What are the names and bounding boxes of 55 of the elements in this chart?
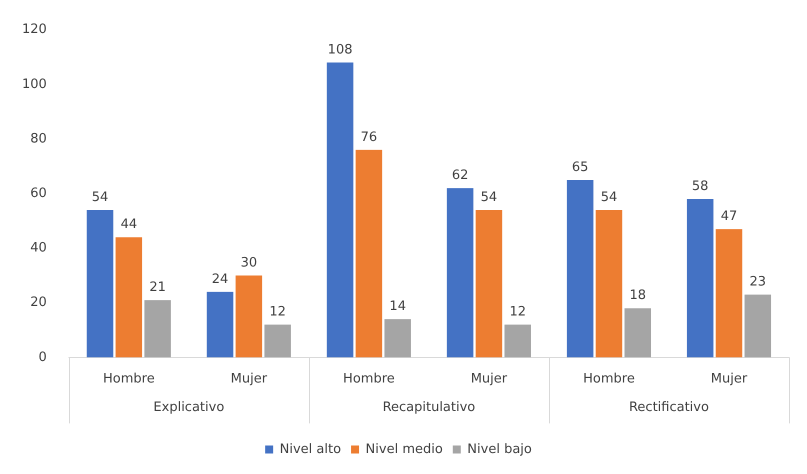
bar [566,180,594,358]
y-tick-label: 0 [38,350,47,365]
bar [686,199,714,358]
bar [446,188,474,358]
y-tick-label: 120 [22,22,47,38]
y-tick-label: 20 [30,295,47,310]
bar [144,300,171,358]
x-tick-label: Mujer [230,372,268,387]
text: Explicativo [153,400,224,415]
bar [384,319,411,358]
text: Recapitulativo [382,400,476,415]
bar [596,210,622,358]
legend-label: Nivel alto [280,442,342,457]
bar [236,276,262,358]
data-label: 12 [269,304,286,320]
data-label: 54 [92,190,108,205]
legend-label: Nivel bajo [467,442,532,457]
data-label: 54 [480,190,498,205]
data-label: 18 [629,288,646,304]
x-tick-label: Hombre [583,372,635,387]
bar [476,210,502,358]
data-label: 24 [212,272,228,287]
data-label: 65 [572,160,588,175]
legend-label: Nivel medio [366,442,443,457]
data-label: 76 [360,130,378,145]
bar [356,150,382,358]
x-tick-label: Hombre [343,372,395,387]
bar [264,324,291,358]
data-label: 44 [120,217,138,232]
y-tick-label: 80 [30,131,47,146]
bar [206,292,234,358]
x-tick-label: Mujer [470,372,508,387]
data-label: 21 [149,280,166,295]
data-label: 47 [720,208,738,224]
text: Rectificativo [628,400,709,415]
data-label: 62 [452,168,468,184]
data-label: 58 [692,178,708,194]
data-label: 30 [240,255,258,270]
bar [116,237,142,358]
data-label: 108 [328,42,352,58]
data-label: 54 [600,190,618,205]
y-tick-label: 100 [22,76,47,92]
x-tick-label: Mujer [710,372,748,387]
data-label: 14 [389,299,406,314]
y-tick-label: 40 [30,240,47,256]
x-tick-label: Hombre [102,372,155,387]
bar [624,308,652,358]
bar [716,229,742,358]
bar [504,324,531,358]
data-label: 23 [750,274,766,290]
bar [744,294,772,358]
data-label: 12 [509,304,526,320]
bar [326,62,354,358]
bar [86,210,114,358]
y-tick-label: 60 [30,186,47,201]
